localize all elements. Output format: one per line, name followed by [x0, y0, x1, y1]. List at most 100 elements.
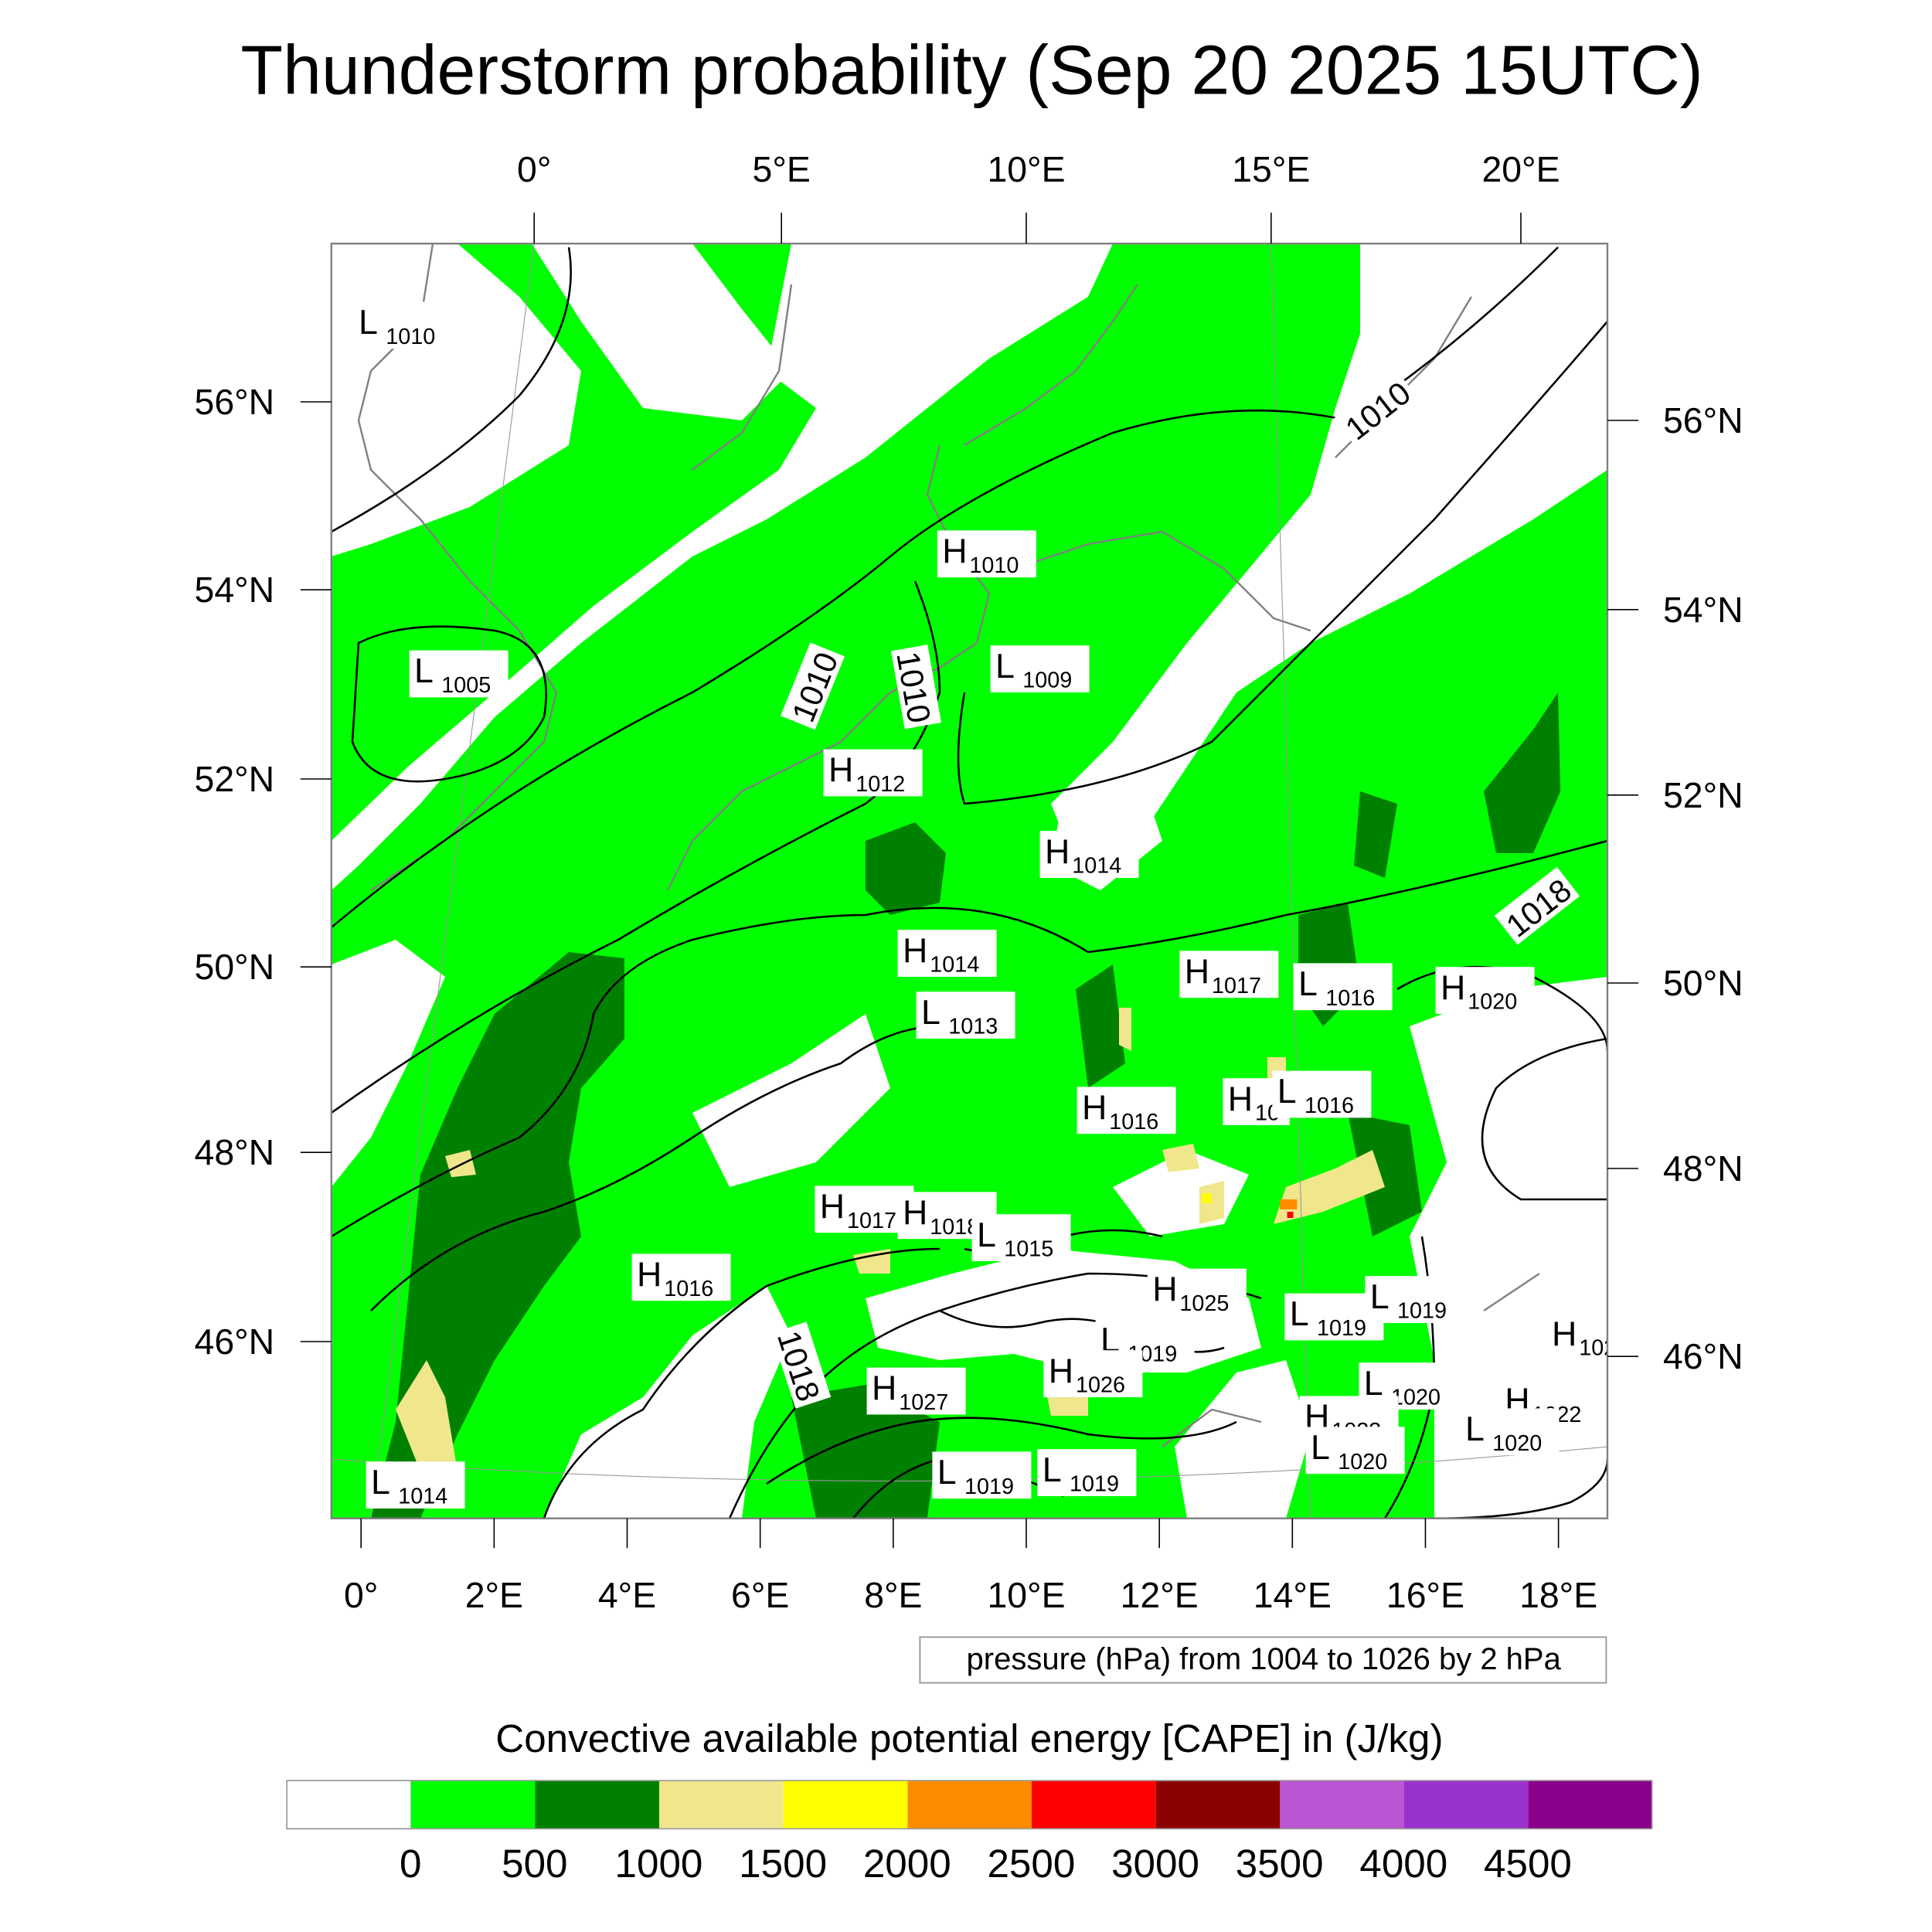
pressure-center-type: H — [828, 750, 853, 789]
colorbar-swatch — [1155, 1781, 1281, 1829]
pressure-center-value: 1016 — [1109, 1110, 1158, 1134]
pressure-center-value: 1027 — [899, 1390, 948, 1415]
pressure-center-high: H 1027 — [866, 1367, 966, 1415]
colorbar-tick-label: 3500 — [1236, 1842, 1324, 1886]
pressure-center-low: L 1019 — [1037, 1449, 1137, 1497]
colorbar-swatch — [410, 1781, 536, 1829]
bottom-lon-label: 6°E — [731, 1575, 789, 1615]
cape-high-regions — [396, 1008, 1385, 1471]
top-lon-label: 5°E — [753, 149, 811, 189]
pressure-center-high: H 1020 — [1435, 967, 1535, 1015]
right-lat-label: 56°N — [1663, 400, 1743, 440]
pressure-center-type: L — [937, 1453, 957, 1492]
chart-title: Thunderstorm probability (Sep 20 2025 15… — [240, 32, 1702, 109]
pressure-center-low: L 1020 — [1305, 1427, 1405, 1475]
bottom-lon-label: 18°E — [1519, 1575, 1597, 1615]
pressure-center-high: H 1012 — [823, 749, 923, 797]
colorbar-tick-label: 2000 — [863, 1842, 951, 1886]
left-lat-label: 52°N — [195, 759, 275, 799]
pressure-center-type: H — [1049, 1352, 1073, 1390]
pressure-center-type: H — [903, 931, 927, 970]
pressure-center-value: 1017 — [847, 1209, 896, 1233]
pressure-center-type: L — [1465, 1410, 1485, 1448]
pressure-center-value: 1012 — [855, 772, 905, 797]
colorbar-swatch — [659, 1781, 784, 1829]
pressure-center-high: H 1025 — [1147, 1268, 1247, 1316]
left-lat-label: 56°N — [195, 382, 275, 422]
pressure-center-type: L — [921, 993, 940, 1032]
pressure-center-low: L 1013 — [916, 992, 1015, 1039]
colorbar-tick-label: 2500 — [987, 1842, 1075, 1886]
left-lat-label: 48°N — [195, 1132, 275, 1172]
pressure-center-type: H — [1082, 1088, 1107, 1127]
pressure-center-value: 1010 — [969, 553, 1019, 578]
colorbar-swatch — [1403, 1781, 1529, 1829]
pressure-center-value: 1020 — [1468, 990, 1517, 1015]
right-lat-label: 48°N — [1663, 1148, 1743, 1189]
pressure-center-low: L 1016 — [1272, 1070, 1372, 1118]
pressure-center-high: H 1016 — [631, 1253, 731, 1301]
pressure-center-value: 1019 — [964, 1475, 1014, 1499]
pressure-center-low: L 1015 — [971, 1214, 1071, 1262]
colorbar-swatch — [1280, 1781, 1404, 1829]
pressure-center-low: L 1009 — [990, 645, 1090, 693]
pressure-center-value: 1025 — [1179, 1291, 1229, 1316]
colorbar-tick-label: 1500 — [739, 1842, 827, 1886]
contour-info-box: pressure (hPa) from 1004 to 1026 by 2 hP… — [919, 1636, 1607, 1684]
colorbar-tick-label: 4000 — [1359, 1842, 1447, 1886]
colorbar-swatch — [1528, 1781, 1653, 1829]
pressure-center-value: 1014 — [1072, 854, 1121, 879]
pressure-center-high: H 1016 — [1077, 1087, 1176, 1134]
bottom-lon-label: 14°E — [1253, 1575, 1332, 1615]
pressure-center-low: L 1016 — [1293, 963, 1393, 1011]
right-lat-label: 50°N — [1663, 963, 1743, 1003]
pressure-center-value: 1020 — [1391, 1386, 1440, 1410]
bottom-lon-label: 0° — [344, 1575, 378, 1615]
contour-info-text: pressure (hPa) from 1004 to 1026 by 2 hP… — [967, 1642, 1562, 1676]
pressure-center-low: L 1005 — [409, 650, 509, 698]
pressure-center-value: 1013 — [948, 1015, 998, 1039]
pressure-center-type: H — [1552, 1315, 1577, 1353]
bottom-lon-label: 4°E — [598, 1575, 656, 1615]
right-lat-label: 52°N — [1663, 775, 1743, 815]
right-lat-label: 46°N — [1663, 1336, 1743, 1376]
pressure-center-value: 1016 — [664, 1277, 713, 1301]
pressure-center-type: H — [1185, 952, 1209, 991]
pressure-center-value: 1026 — [1076, 1373, 1125, 1398]
pressure-center-value: 1018 — [930, 1215, 979, 1240]
left-lat-label: 50°N — [195, 947, 275, 987]
colorbar-tick-label: 3000 — [1111, 1842, 1199, 1886]
pressure-center-value: 1020 — [1338, 1450, 1387, 1475]
axes: 0° 5°E 10°E 15°E 20°E 0° 2°E 4°E 6°E 8°E 10°E 12°E 1… — [195, 149, 1743, 1615]
colorbar-title: Convective available potential energy [C… — [495, 1716, 1443, 1760]
pressure-center-type: L — [1311, 1428, 1330, 1467]
pressure-center-high: H 1026 — [1043, 1350, 1143, 1398]
right-lat-label: 54°N — [1663, 590, 1743, 630]
pressure-center-type: L — [995, 647, 1015, 685]
pressure-center-type: L — [359, 303, 378, 342]
pressure-center-type: H — [942, 532, 967, 570]
colorbar-tick-label: 1000 — [615, 1842, 703, 1886]
top-lon-label: 15°E — [1232, 149, 1310, 189]
pressure-center-low: L 1014 — [366, 1461, 465, 1509]
pressure-center-value: 1005 — [441, 673, 491, 698]
pressure-center-type: L — [1370, 1277, 1389, 1316]
pressure-center-type: H — [1152, 1270, 1177, 1308]
left-lat-label: 46°N — [195, 1321, 275, 1362]
pressure-center-high: H 102 — [1546, 1313, 1607, 1361]
pressure-center-low: L 1019 — [1365, 1276, 1464, 1324]
cape-very-high-regions — [1202, 1193, 1298, 1218]
pressure-center-high: H 1014 — [897, 930, 997, 978]
pressure-center-value: 1020 — [1492, 1431, 1542, 1456]
pressure-center-type: H — [637, 1255, 662, 1294]
pressure-center-high: H 1017 — [1179, 951, 1279, 998]
colorbar-tick-label: 500 — [502, 1842, 567, 1886]
bottom-lon-label: 16°E — [1386, 1575, 1464, 1615]
pressure-center-type: H — [903, 1193, 927, 1232]
pressure-center-type: L — [1290, 1294, 1309, 1333]
pressure-center-high: H 1010 — [937, 530, 1036, 578]
pressure-center-type: H — [1228, 1080, 1253, 1118]
